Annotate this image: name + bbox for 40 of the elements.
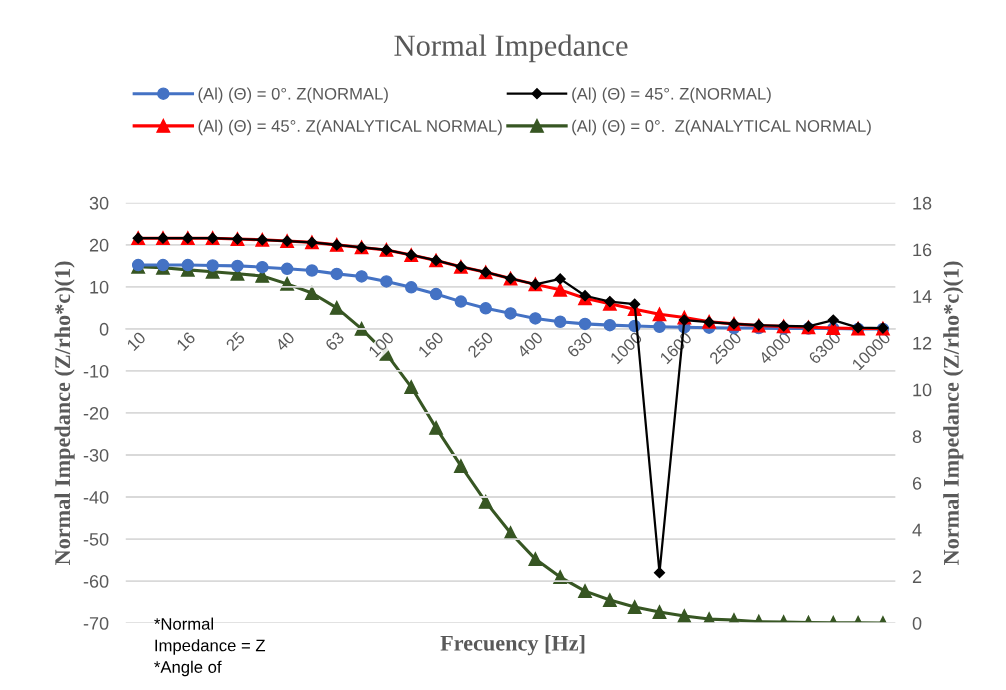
y2-tick-label: 16 bbox=[913, 243, 932, 257]
legend-label: (Al) (Θ) = 0°. Z(NORMAL) bbox=[198, 87, 388, 103]
x-tick-label: 63 bbox=[324, 331, 345, 352]
x-tick-label: 160 bbox=[417, 331, 445, 358]
y2-tick-label: 18 bbox=[913, 196, 932, 210]
annotation: *Normal Impedance = Z *Angle of bbox=[154, 617, 266, 677]
x-tick-label: 25 bbox=[225, 331, 246, 352]
x-tick-label: 100 bbox=[367, 331, 395, 358]
chart-title: Normal Impedance bbox=[394, 34, 628, 63]
y-tick-label: -30 bbox=[83, 448, 109, 462]
y-tick-label: -40 bbox=[83, 490, 109, 504]
y-tick-label: -10 bbox=[83, 364, 109, 378]
y2-axis-title: Normal Impedance (Z/rho*c)(1) bbox=[943, 261, 964, 565]
x-tick-label: 40 bbox=[274, 331, 296, 352]
legend-label: (Al) (Θ) = 45°. Z(NORMAL) bbox=[572, 87, 771, 103]
x-tick-label: 630 bbox=[566, 331, 594, 359]
x-axis-title: Frecuency [Hz] bbox=[440, 635, 585, 656]
y-tick-label: -50 bbox=[83, 532, 109, 546]
y-tick-label: 10 bbox=[90, 280, 109, 294]
legend-label: (Al) (Θ) = 45°. Z(ANALYTICAL NORMAL) bbox=[198, 119, 502, 136]
y-tick-label: -20 bbox=[83, 406, 109, 420]
y-tick-label: 30 bbox=[89, 196, 109, 210]
y2-tick-label: 8 bbox=[912, 430, 922, 444]
y2-tick-label: 6 bbox=[912, 476, 922, 490]
y2-tick-label: 0 bbox=[912, 617, 922, 630]
y2-tick-label: 14 bbox=[913, 290, 932, 303]
y-axis-title: Normal Impedance (Z/rho*c)(1) bbox=[54, 261, 75, 565]
x-tick-label: 10 bbox=[126, 331, 147, 352]
y2-tick-label: 2 bbox=[912, 570, 922, 583]
x-tick-label: 16 bbox=[175, 331, 196, 352]
y2-tick-label: 4 bbox=[912, 523, 922, 537]
y2-tick-label: 12 bbox=[913, 336, 932, 350]
y2-tick-label: 10 bbox=[913, 383, 932, 397]
y-tick-label: 20 bbox=[89, 238, 109, 252]
legend-label: (Al) (Θ) = 0°. Z(ANALYTICAL NORMAL) bbox=[572, 119, 871, 136]
y-tick-label: -60 bbox=[83, 574, 109, 588]
x-tick-label: 250 bbox=[466, 331, 494, 359]
y-tick-label: -70 bbox=[83, 617, 109, 630]
x-tick-label: 400 bbox=[516, 331, 544, 359]
y-tick-label: 0 bbox=[99, 322, 109, 336]
